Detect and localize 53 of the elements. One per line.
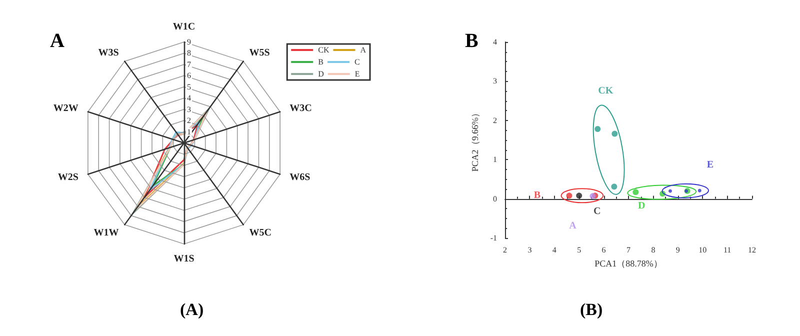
x-axis-title: PCA1（88.78%） xyxy=(594,258,662,268)
y-tick-label: -1 xyxy=(490,234,497,242)
x-tick-label: 6 xyxy=(602,246,606,254)
y-tick-label: 8 xyxy=(187,48,191,58)
legend-label: A xyxy=(360,46,366,54)
legend-label: B xyxy=(318,58,324,66)
x-tick-label: 2 xyxy=(503,246,507,254)
y-tick-label: 6 xyxy=(187,71,191,80)
x-tick-label: 8 xyxy=(651,246,656,254)
y-tick-label: 1 xyxy=(493,155,497,164)
spoke-label: W1W xyxy=(94,227,119,238)
y-tick-label: 3 xyxy=(493,76,497,86)
x-tick-label: 9 xyxy=(676,246,680,254)
x-tick-label: 11 xyxy=(723,246,732,254)
x-tick-label: 12 xyxy=(748,246,756,254)
spoke-label: W2W xyxy=(53,103,78,114)
x-tick-label: 7 xyxy=(626,246,630,254)
x-tick-label: 4 xyxy=(552,246,556,254)
spoke-label: W5C xyxy=(249,227,272,238)
legend-label: C xyxy=(354,58,360,66)
y-tick-label: 0 xyxy=(493,194,497,204)
text: A xyxy=(569,220,578,232)
series-label: E xyxy=(706,159,714,170)
y-tick-label: 5 xyxy=(187,82,191,92)
x-tick-label: 3 xyxy=(528,246,532,254)
chart-title: A xyxy=(50,30,64,53)
y-tick-label: 4 xyxy=(187,94,191,103)
text: (B) xyxy=(580,300,603,320)
y-tick-label: 2 xyxy=(493,116,497,125)
spoke-label: W6S xyxy=(290,172,311,183)
text: CK xyxy=(598,86,614,97)
spoke-label: W3S xyxy=(98,48,120,59)
x-tick-label: 10 xyxy=(698,246,707,254)
spoke-label: W5S xyxy=(249,48,270,59)
y-axis-title: PCA2（9.66%） xyxy=(470,108,480,172)
y-tick-label: 7 xyxy=(187,60,191,69)
legend-label: E xyxy=(354,70,360,78)
text: (A) xyxy=(180,300,204,320)
series-label: C xyxy=(593,206,601,218)
y-tick-label: 9 xyxy=(187,38,191,46)
spoke-label: W3C xyxy=(290,103,312,114)
y-tick-label: 2 xyxy=(187,116,191,126)
spoke-label: W1S xyxy=(174,254,195,264)
legend-label: D xyxy=(318,70,324,78)
chart-title: B xyxy=(465,30,478,53)
x-tick-label: 5 xyxy=(577,246,582,254)
text: B xyxy=(534,190,541,202)
spoke-label: W2S xyxy=(58,172,79,183)
legend-label: CK xyxy=(318,46,330,54)
y-tick-label: 3 xyxy=(187,104,191,114)
series-label: D xyxy=(638,200,646,212)
y-tick-label: 4 xyxy=(493,38,497,46)
spoke-label: W1C xyxy=(172,22,196,32)
